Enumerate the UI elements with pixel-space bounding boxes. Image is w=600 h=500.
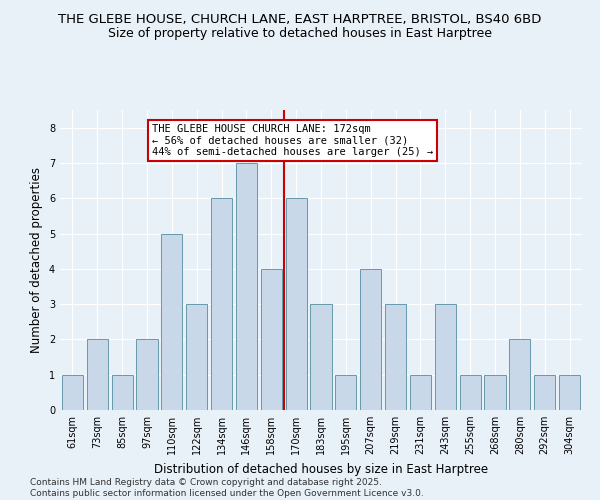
Bar bbox=[286, 198, 307, 410]
Bar bbox=[136, 340, 158, 410]
Bar bbox=[335, 374, 356, 410]
Bar bbox=[435, 304, 456, 410]
Bar bbox=[112, 374, 133, 410]
X-axis label: Distribution of detached houses by size in East Harptree: Distribution of detached houses by size … bbox=[154, 462, 488, 475]
Text: Size of property relative to detached houses in East Harptree: Size of property relative to detached ho… bbox=[108, 28, 492, 40]
Bar bbox=[211, 198, 232, 410]
Bar bbox=[62, 374, 83, 410]
Bar bbox=[484, 374, 506, 410]
Bar bbox=[87, 340, 108, 410]
Bar bbox=[236, 163, 257, 410]
Bar bbox=[509, 340, 530, 410]
Bar bbox=[186, 304, 207, 410]
Bar bbox=[410, 374, 431, 410]
Bar bbox=[534, 374, 555, 410]
Bar bbox=[360, 269, 381, 410]
Y-axis label: Number of detached properties: Number of detached properties bbox=[31, 167, 43, 353]
Text: THE GLEBE HOUSE CHURCH LANE: 172sqm
← 56% of detached houses are smaller (32)
44: THE GLEBE HOUSE CHURCH LANE: 172sqm ← 56… bbox=[152, 124, 433, 158]
Bar bbox=[261, 269, 282, 410]
Text: THE GLEBE HOUSE, CHURCH LANE, EAST HARPTREE, BRISTOL, BS40 6BD: THE GLEBE HOUSE, CHURCH LANE, EAST HARPT… bbox=[58, 12, 542, 26]
Bar bbox=[161, 234, 182, 410]
Text: Contains HM Land Registry data © Crown copyright and database right 2025.
Contai: Contains HM Land Registry data © Crown c… bbox=[30, 478, 424, 498]
Bar bbox=[385, 304, 406, 410]
Bar bbox=[559, 374, 580, 410]
Bar bbox=[460, 374, 481, 410]
Bar bbox=[310, 304, 332, 410]
